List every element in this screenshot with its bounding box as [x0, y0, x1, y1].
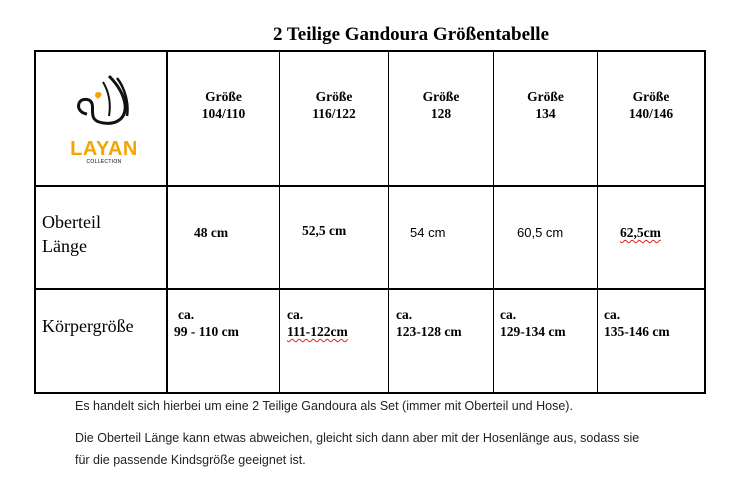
- size-table: LAYAN COLLECTION Größe 104/110 Größe 116/1…: [34, 50, 706, 394]
- divider: [279, 52, 280, 392]
- column-header: Größe 128: [422, 89, 460, 121]
- table-cell: 62,5cm: [620, 225, 661, 240]
- table-cell: ca. 99 - 110 cm: [174, 307, 239, 339]
- note-length-line1: Die Oberteil Länge kann etwas abweichen,…: [75, 431, 640, 445]
- table-cell: ca. 129-134 cm: [500, 307, 566, 339]
- table-cell: ca. 111-122cm: [287, 307, 348, 339]
- note-set-info: Es handelt sich hierbei um eine 2 Teilig…: [75, 399, 573, 413]
- column-header: Größe 116/122: [312, 89, 356, 121]
- column-header: Größe 104/110: [201, 89, 246, 121]
- table-cell: ca. 123-128 cm: [396, 307, 462, 339]
- note-length-line2: für die passende Kindsgröße geeignet ist…: [75, 453, 306, 467]
- divider: [36, 185, 704, 187]
- table-cell: 52,5 cm: [302, 223, 347, 238]
- column-header: Größe 140/146: [628, 89, 674, 121]
- table-cell: 60,5 cm: [517, 225, 564, 240]
- logo-subtitle: COLLECTION: [86, 159, 122, 165]
- divider: [597, 52, 598, 392]
- table-cell: 54 cm: [410, 225, 446, 240]
- divider: [166, 52, 168, 392]
- divider: [493, 52, 494, 392]
- table-cell: 48 cm: [194, 225, 229, 240]
- row-label-koerpergroesse: Körpergröße: [42, 316, 134, 336]
- layan-logo: LAYAN COLLECTION: [64, 74, 144, 165]
- calligraphy-icon: [77, 74, 129, 125]
- divider: [388, 52, 389, 392]
- row-label-oberteil-laenge: Oberteil Länge: [42, 212, 101, 256]
- page-title: 2 Teilige Gandoura Größentabelle: [272, 24, 550, 45]
- divider: [36, 288, 704, 290]
- logo-wordmark: LAYAN: [70, 138, 138, 160]
- column-header: Größe 134: [527, 89, 564, 121]
- table-cell: ca. 135-146 cm: [604, 307, 670, 339]
